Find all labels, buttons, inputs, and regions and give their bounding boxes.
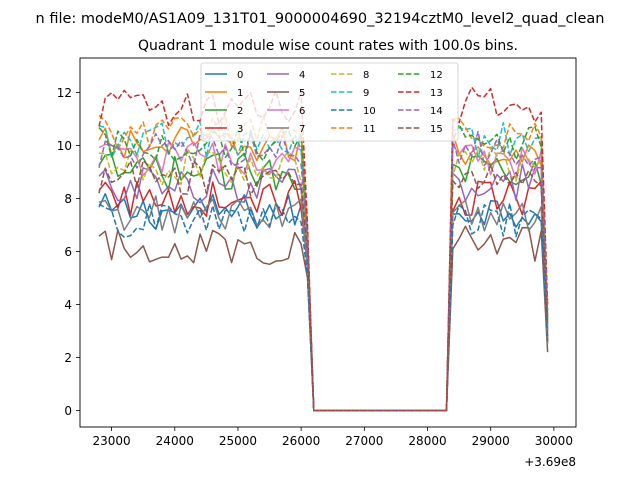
y-axis: 0 2 4 6 8 10 12 (57, 86, 80, 418)
x-tick-label: 28000 (408, 434, 446, 448)
legend-label: 4 (299, 70, 305, 81)
x-tick-label: 26000 (282, 434, 320, 448)
y-tick-label: 0 (64, 404, 72, 418)
y-tick-label: 8 (64, 192, 72, 206)
legend-label: 3 (237, 124, 243, 135)
plot-area (98, 86, 549, 412)
x-axis: 23000 24000 25000 26000 27000 28000 29000 30000 (92, 427, 573, 448)
legend-label: 13 (430, 88, 443, 99)
series-line-12 (98, 123, 549, 412)
x-tick-label: 29000 (472, 434, 510, 448)
legend-label: 9 (363, 88, 369, 99)
legend-label: 0 (237, 70, 243, 81)
plot-frame (79, 57, 577, 428)
x-tick-label: 24000 (156, 434, 194, 448)
x-tick-label: 23000 (92, 434, 130, 448)
figure-suptitle: n file: modeM0/AS1A09_131T01_9000004690_… (36, 11, 605, 27)
legend-frame (200, 62, 459, 142)
x-tick-label: 25000 (219, 434, 257, 448)
y-tick-label: 6 (64, 245, 72, 259)
y-tick-label: 2 (64, 351, 72, 365)
legend-label: 5 (299, 88, 305, 99)
chart-title: Quadrant 1 module wise count rates with … (138, 38, 518, 54)
series-line-15 (98, 159, 549, 412)
y-tick-label: 10 (57, 139, 72, 153)
x-tick-label: 30000 (535, 434, 573, 448)
series-line-13 (98, 86, 549, 412)
legend-label: 1 (237, 88, 243, 99)
y-tick-label: 12 (57, 86, 72, 100)
legend-label: 10 (363, 106, 376, 117)
legend-label: 14 (430, 106, 443, 117)
x-tick-label: 27000 (345, 434, 383, 448)
legend-label: 8 (363, 70, 369, 81)
legend-label: 6 (299, 106, 305, 117)
legend-label: 11 (363, 124, 376, 135)
y-tick-label: 4 (64, 298, 72, 312)
legend-label: 2 (237, 106, 243, 117)
legend-label: 12 (430, 70, 443, 81)
legend-label: 15 (430, 124, 443, 135)
x-offset-label: +3.69e8 (524, 455, 576, 469)
legend-label: 7 (299, 124, 305, 135)
